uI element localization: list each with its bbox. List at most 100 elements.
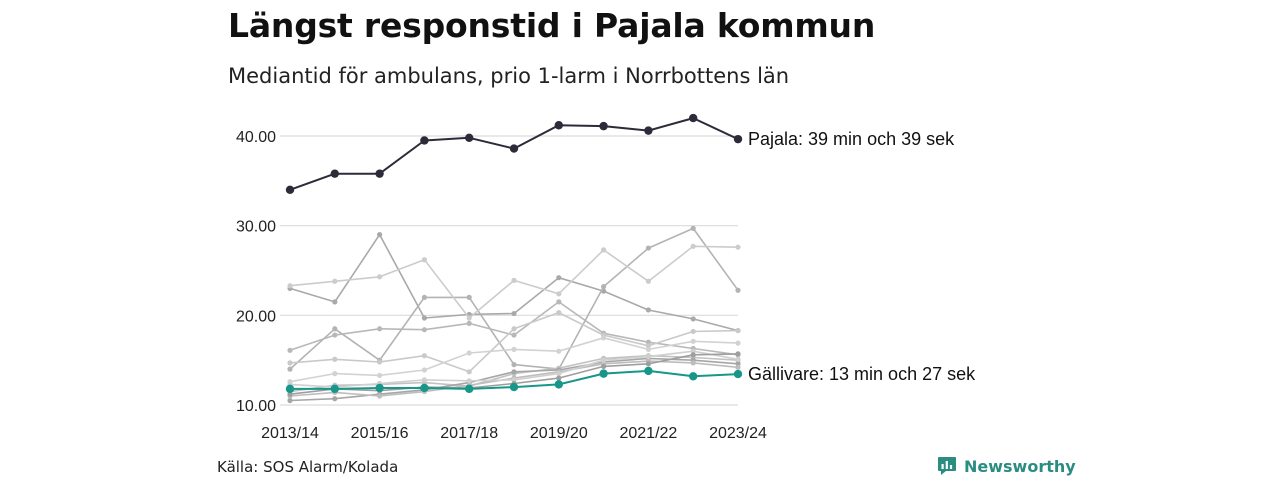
data-point	[645, 346, 652, 353]
x-tick-label: 2021/22	[619, 425, 677, 442]
data-point	[377, 359, 383, 365]
data-point-pajala	[733, 134, 743, 144]
data-point	[287, 397, 293, 404]
end-label: Gällivare: 13 min och 27 sek	[748, 364, 976, 384]
data-point	[466, 350, 472, 356]
newsworthy-logo: Newsworthy	[937, 456, 1076, 476]
data-point	[421, 294, 427, 300]
data-point	[466, 320, 472, 327]
data-point	[601, 284, 607, 290]
data-point	[332, 326, 338, 332]
data-point-pajala	[375, 169, 384, 178]
y-tick-label: 30.00	[236, 219, 276, 236]
data-point	[421, 327, 427, 333]
data-point	[645, 353, 652, 360]
data-point	[556, 291, 562, 297]
x-tick-label: 2013/14	[261, 425, 319, 442]
data-point	[735, 356, 741, 362]
data-point	[421, 315, 427, 321]
series-line-pajala	[289, 117, 739, 191]
data-point	[421, 367, 427, 373]
brand-name: Newsworthy	[964, 456, 1076, 476]
y-tick-label: 20.00	[236, 308, 276, 325]
data-point	[645, 307, 652, 313]
data-point	[511, 346, 517, 353]
data-point	[287, 391, 293, 397]
data-point-gällivare	[330, 384, 339, 394]
data-point	[377, 372, 383, 379]
data-point	[690, 348, 696, 354]
data-point	[511, 362, 517, 368]
data-point	[735, 327, 741, 334]
data-point	[735, 361, 741, 367]
data-point	[645, 245, 652, 251]
data-point	[645, 343, 652, 349]
data-point	[690, 243, 696, 249]
data-point	[466, 294, 472, 300]
data-point	[377, 393, 383, 399]
data-point-gällivare	[733, 369, 743, 379]
data-point	[690, 225, 696, 231]
data-point	[511, 332, 517, 338]
data-point-pajala	[644, 126, 653, 135]
x-tick-label: 2019/20	[530, 425, 588, 442]
data-point	[690, 316, 696, 322]
data-point	[601, 357, 607, 363]
end-label: Pajala: 39 min och 39 sek	[748, 129, 955, 149]
data-point	[377, 326, 383, 332]
data-point	[556, 299, 562, 305]
y-tick-label: 40.00	[236, 129, 276, 146]
data-point	[377, 232, 383, 238]
data-point	[601, 335, 607, 341]
data-point-gällivare	[644, 366, 653, 376]
data-point-pajala	[509, 144, 519, 153]
data-point	[511, 277, 517, 283]
data-point-pajala	[330, 169, 339, 178]
data-point	[556, 371, 562, 377]
data-point	[332, 278, 338, 284]
data-point	[287, 347, 293, 353]
data-point-pajala	[599, 121, 608, 131]
data-point	[332, 396, 338, 402]
data-point	[421, 377, 427, 383]
data-point-pajala	[465, 133, 474, 142]
x-tick-label: 2015/16	[351, 425, 409, 442]
data-point	[466, 378, 472, 384]
data-point-pajala	[689, 113, 698, 123]
data-point	[332, 332, 338, 338]
data-point-pajala	[285, 185, 295, 194]
data-point-gällivare	[599, 369, 608, 378]
chart-subtitle: Mediantid för ambulans, prio 1-larm i No…	[228, 64, 790, 88]
data-point	[511, 369, 517, 375]
data-point	[556, 275, 562, 281]
data-point	[556, 375, 562, 381]
data-point	[690, 338, 696, 344]
data-point	[645, 278, 652, 284]
data-point-gällivare	[285, 384, 295, 394]
data-point-gällivare	[689, 372, 698, 381]
data-point	[735, 244, 741, 250]
data-point-gällivare	[465, 384, 474, 394]
data-point	[332, 299, 338, 305]
data-point	[287, 360, 293, 366]
data-point	[377, 274, 383, 280]
data-point-gällivare	[420, 383, 429, 393]
data-point	[466, 369, 472, 375]
data-point	[556, 348, 562, 354]
data-point	[645, 361, 652, 367]
data-point-pajala	[420, 136, 429, 145]
data-point	[735, 340, 741, 346]
data-point	[735, 351, 741, 357]
y-tick-label: 10.00	[236, 398, 276, 415]
data-point	[332, 356, 338, 362]
data-point	[511, 326, 517, 332]
data-point	[601, 363, 607, 370]
data-point	[287, 366, 293, 372]
data-point	[735, 287, 741, 293]
data-point	[601, 247, 607, 253]
data-point	[690, 352, 696, 358]
data-point	[645, 339, 652, 345]
data-point	[735, 364, 741, 370]
x-tick-label: 2023/24	[709, 425, 767, 442]
